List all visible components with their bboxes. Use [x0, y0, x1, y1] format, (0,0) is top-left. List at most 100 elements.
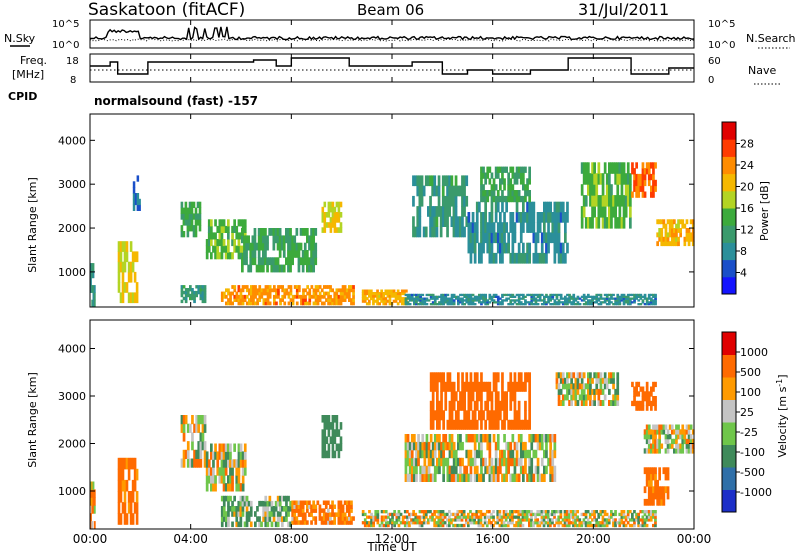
power-cell	[285, 291, 289, 296]
velocity-cell	[454, 515, 457, 519]
velocity-cell	[323, 429, 327, 437]
power-cell	[257, 228, 261, 236]
velocity-cell	[291, 500, 294, 505]
velocity-cell	[425, 434, 429, 443]
colorbar-tick-label: 500	[740, 366, 761, 379]
velocity-cell	[507, 419, 510, 430]
power-cell	[400, 297, 404, 301]
power-cell	[564, 301, 567, 304]
velocity-cell	[454, 512, 457, 517]
velocity-cell	[391, 512, 394, 517]
power-cell	[526, 252, 529, 264]
velocity-cell	[494, 410, 498, 421]
power-cell	[538, 293, 542, 297]
velocity-cell	[229, 483, 232, 492]
power-cell	[528, 222, 531, 233]
power-cell	[574, 303, 578, 306]
power-cell	[293, 285, 297, 289]
power-cell	[254, 291, 257, 296]
velocity-cell	[576, 515, 579, 519]
power-cell	[245, 301, 249, 306]
velocity-cell	[519, 523, 523, 528]
velocity-cell	[331, 436, 335, 444]
velocity-cell	[327, 429, 331, 437]
velocity-cell	[622, 512, 626, 517]
colorbar-swatch	[722, 444, 736, 468]
velocity-cell	[543, 473, 546, 482]
velocity-cell	[119, 479, 123, 492]
velocity-cell	[490, 400, 494, 411]
power-cell	[127, 261, 131, 273]
velocity-cell	[193, 449, 196, 459]
velocity-cell	[650, 479, 653, 487]
power-cell	[616, 295, 620, 298]
power-cell	[227, 291, 230, 296]
power-cell	[182, 296, 186, 301]
power-cell	[488, 178, 492, 185]
velocity-cell	[485, 523, 489, 528]
velocity-cell	[285, 506, 288, 512]
colorbar-tick-label: 25	[740, 406, 754, 419]
velocity-cell	[473, 372, 477, 383]
velocity-cell	[479, 515, 483, 519]
velocity-cell	[256, 506, 259, 512]
power-cell	[496, 232, 500, 244]
velocity-cell	[450, 521, 453, 525]
velocity-cell	[322, 508, 326, 513]
power-cell	[218, 239, 222, 247]
power-cell	[656, 232, 659, 238]
power-cell	[685, 232, 689, 238]
power-cell	[652, 293, 655, 297]
velocity-cell	[645, 424, 649, 430]
power-cell	[308, 264, 311, 273]
velocity-cell	[467, 434, 471, 443]
power-cell	[418, 226, 422, 238]
power-cell	[507, 232, 510, 244]
power-cell	[93, 292, 96, 301]
velocity-cell	[222, 443, 226, 452]
velocity-cell	[406, 521, 409, 525]
velocity-cell	[482, 457, 485, 467]
power-cell	[580, 184, 584, 196]
velocity-cell	[433, 518, 436, 522]
power-cell	[501, 299, 504, 302]
velocity-cell	[247, 511, 251, 517]
velocity-cell	[438, 449, 441, 459]
velocity-cell	[406, 434, 410, 443]
velocity-cell	[551, 521, 554, 525]
power-cell	[420, 175, 424, 187]
power-cell	[348, 291, 351, 296]
power-cell	[135, 282, 139, 293]
power-cell	[195, 285, 198, 289]
power-cell	[337, 301, 341, 306]
power-cell	[473, 242, 477, 254]
velocity-cell	[567, 518, 571, 522]
velocity-cell	[652, 523, 655, 528]
power-cell	[421, 297, 425, 300]
velocity-cell	[408, 457, 412, 467]
power-cell	[561, 242, 565, 254]
power-cell	[549, 299, 552, 302]
power-cell	[463, 175, 466, 187]
frequency-panel: Freq. [MHz] 18 8 60 0 Nave	[12, 53, 780, 86]
power-cell	[478, 293, 481, 297]
velocity-cell	[446, 381, 450, 392]
velocity-cell	[482, 473, 485, 482]
velocity-cell	[454, 465, 458, 475]
power-cell	[227, 301, 230, 306]
power-cell	[593, 301, 596, 304]
velocity-cell	[443, 512, 447, 517]
power-cell	[503, 184, 506, 191]
velocity-cell	[440, 410, 443, 421]
power-cell	[345, 288, 349, 293]
velocity-cell	[504, 518, 508, 522]
velocity-cell	[424, 521, 428, 525]
velocity-cell	[321, 415, 325, 423]
velocity-cell	[574, 510, 577, 514]
power-cell	[312, 294, 316, 299]
power-cell	[192, 225, 196, 232]
power-cell	[499, 303, 502, 306]
velocity-cell	[488, 391, 492, 402]
velocity-cell	[654, 512, 657, 517]
power-cell	[325, 291, 328, 296]
